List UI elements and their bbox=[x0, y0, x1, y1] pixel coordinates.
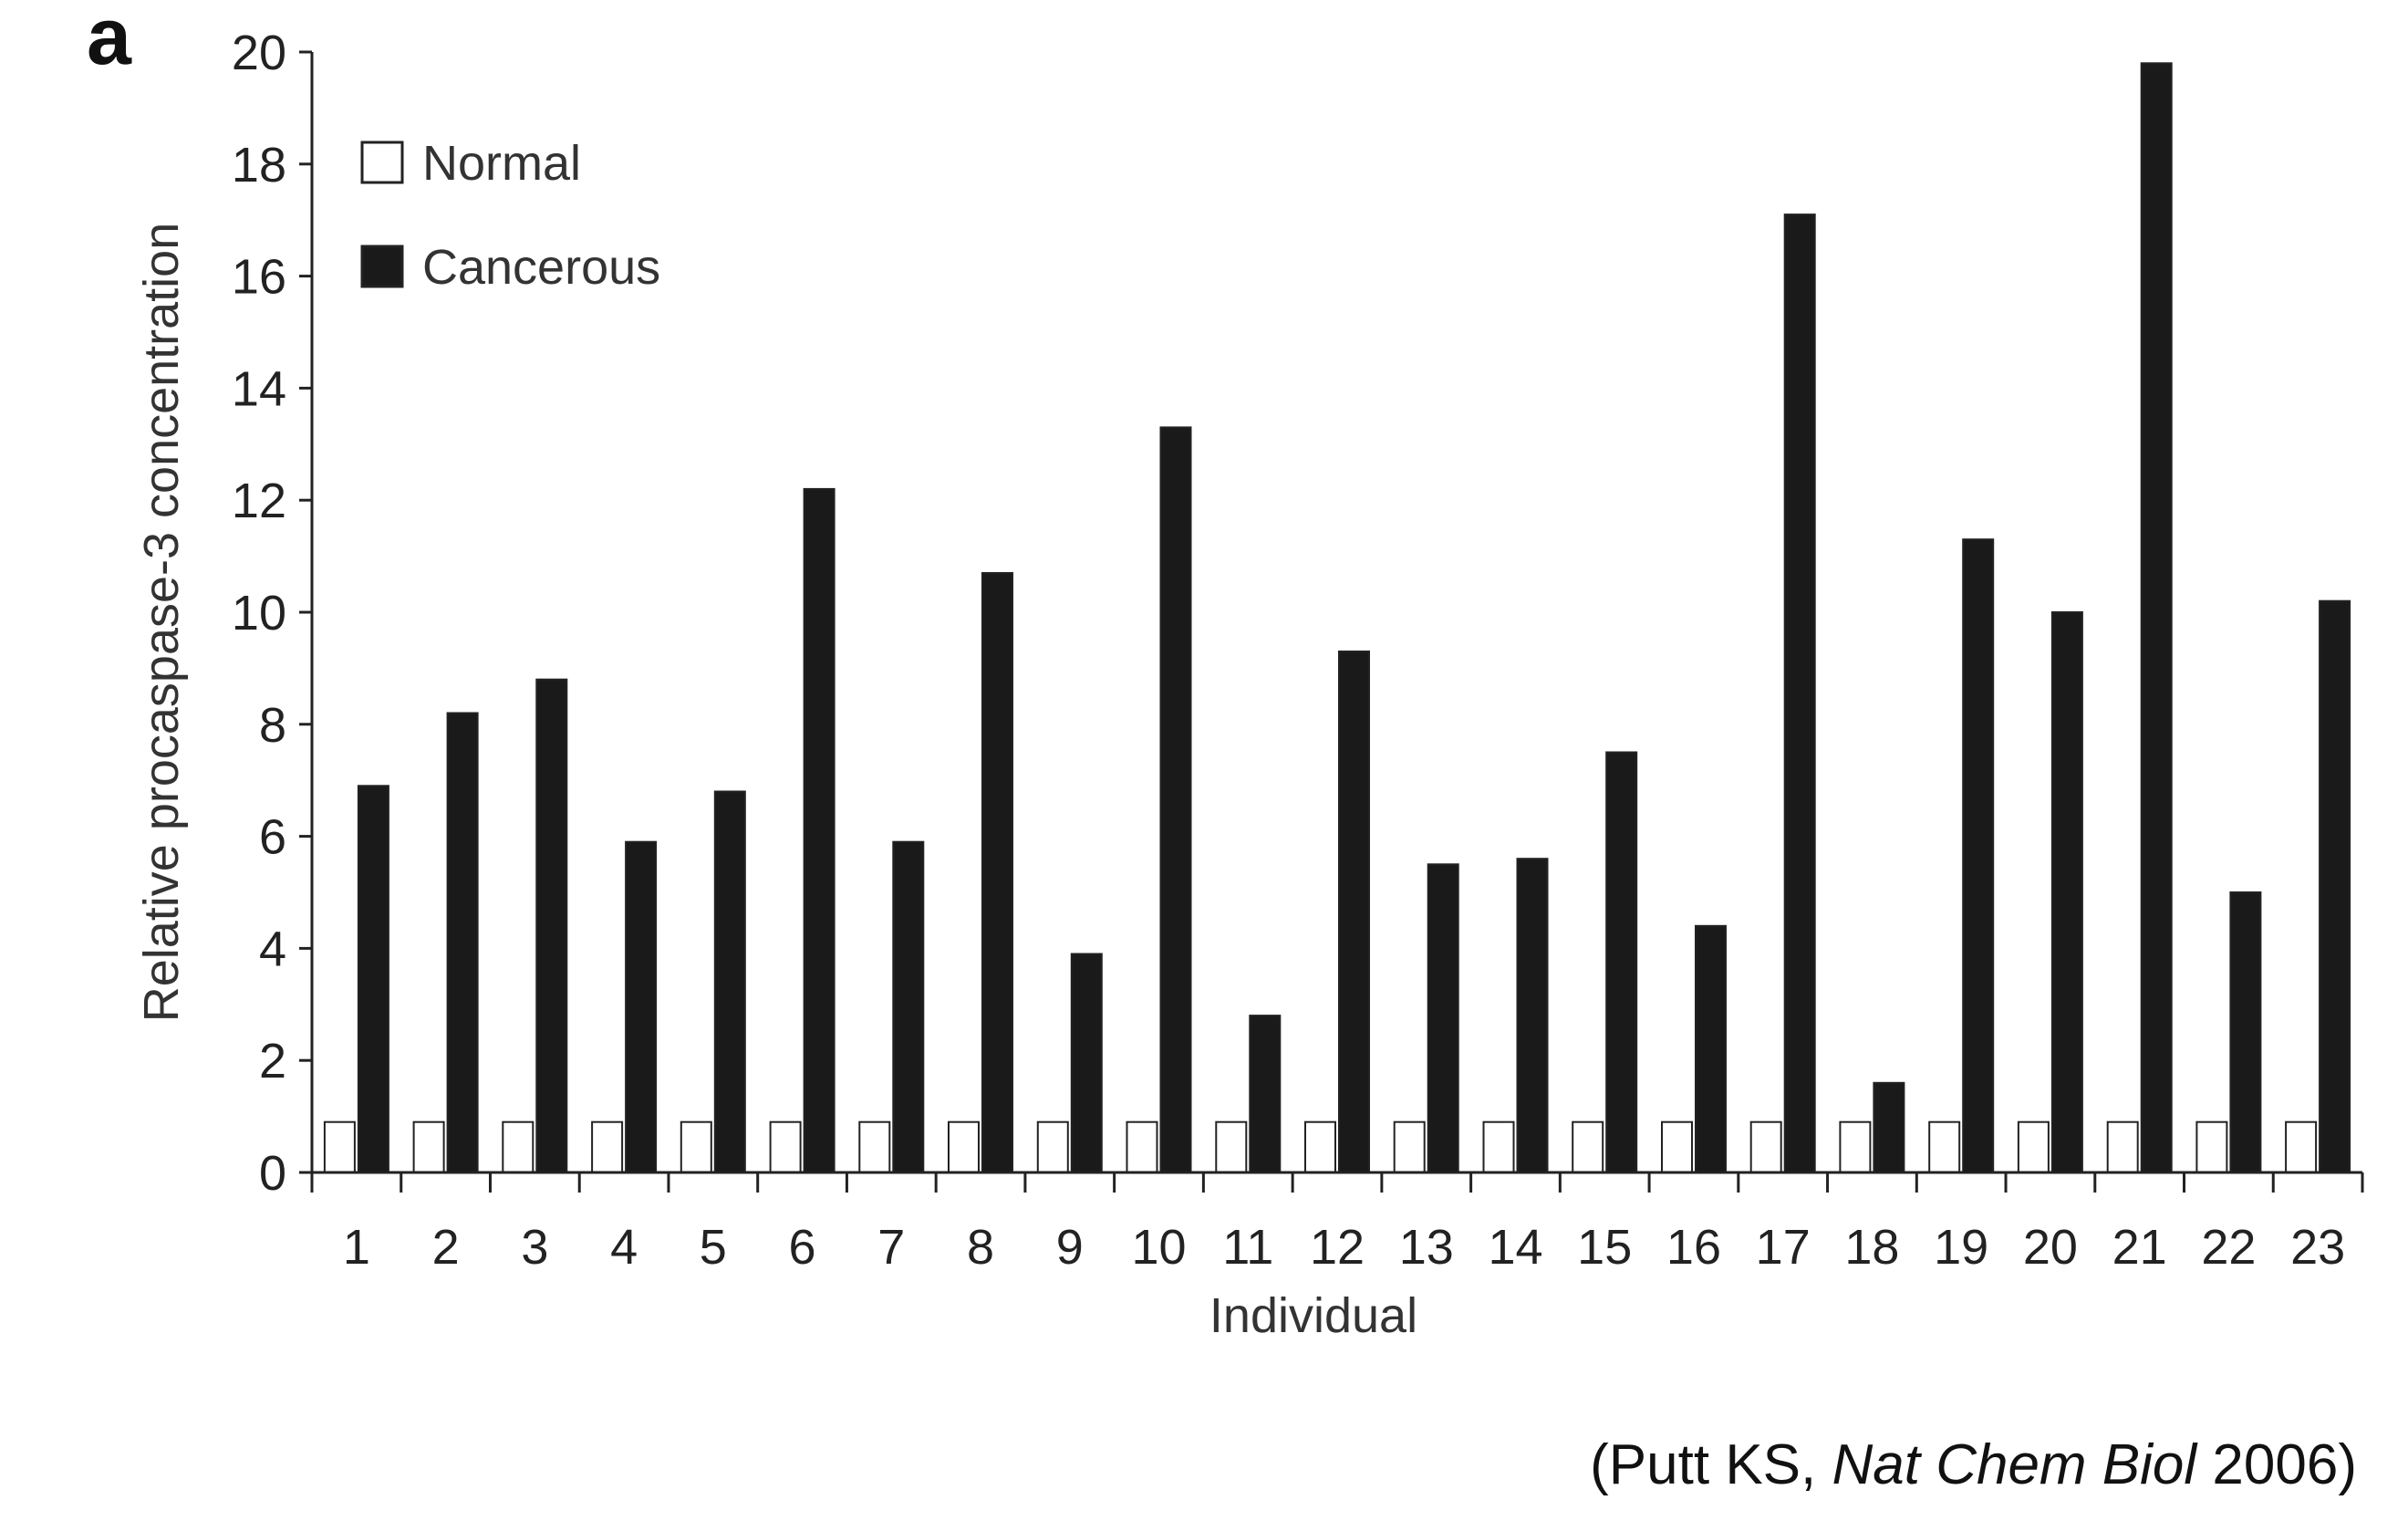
panel-label: a bbox=[87, 0, 132, 81]
bar-normal-19 bbox=[1928, 1120, 1961, 1173]
bar-normal-10 bbox=[1126, 1120, 1158, 1173]
bar-normal-7 bbox=[858, 1120, 891, 1173]
bar-cancerous-5 bbox=[713, 790, 746, 1173]
legend: Normal Cancerous bbox=[360, 136, 660, 295]
x-tick-label-3: 3 bbox=[521, 1220, 548, 1275]
bar-cancerous-11 bbox=[1249, 1015, 1282, 1173]
y-tick-label-10: 10 bbox=[232, 586, 286, 641]
bar-normal-1 bbox=[323, 1120, 356, 1173]
x-tick-label-19: 19 bbox=[1934, 1220, 1988, 1275]
citation-prefix: (Putt KS, bbox=[1590, 1433, 1832, 1496]
x-tick-label-17: 17 bbox=[1756, 1220, 1811, 1275]
x-tick-label-4: 4 bbox=[610, 1220, 638, 1275]
legend-swatch-cancerous bbox=[360, 245, 404, 288]
bar-normal-2 bbox=[412, 1120, 445, 1173]
x-tick-label-15: 15 bbox=[1577, 1220, 1632, 1275]
bar-cancerous-9 bbox=[1070, 953, 1103, 1173]
bar-normal-4 bbox=[591, 1120, 624, 1173]
bar-normal-9 bbox=[1036, 1120, 1069, 1173]
bar-normal-12 bbox=[1304, 1120, 1336, 1173]
bar-cancerous-13 bbox=[1427, 863, 1459, 1173]
bar-cancerous-19 bbox=[1962, 538, 1995, 1173]
bar-cancerous-2 bbox=[446, 712, 479, 1173]
bar-cancerous-18 bbox=[1873, 1081, 1905, 1174]
legend-label-cancerous: Cancerous bbox=[422, 240, 660, 295]
x-tick-label-6: 6 bbox=[789, 1220, 816, 1275]
bar-cancerous-8 bbox=[981, 572, 1013, 1173]
legend-label-normal: Normal bbox=[422, 136, 581, 191]
y-tick-label-18: 18 bbox=[232, 138, 286, 193]
x-tick-label-20: 20 bbox=[2023, 1220, 2078, 1275]
bar-cancerous-20 bbox=[2050, 611, 2083, 1173]
y-tick-label-20: 20 bbox=[232, 26, 286, 80]
bar-normal-11 bbox=[1215, 1120, 1248, 1173]
x-tick-label-5: 5 bbox=[700, 1220, 727, 1275]
bar-normal-21 bbox=[2106, 1120, 2139, 1173]
bar-cancerous-7 bbox=[892, 840, 925, 1173]
x-tick-label-13: 13 bbox=[1399, 1220, 1454, 1275]
bar-cancerous-10 bbox=[1159, 426, 1192, 1173]
x-tick-label-18: 18 bbox=[1844, 1220, 1899, 1275]
y-tick-label-2: 2 bbox=[259, 1034, 286, 1089]
bar-cancerous-23 bbox=[2319, 599, 2351, 1173]
y-axis-title: Relative procaspase-3 concentration bbox=[134, 223, 189, 1023]
x-tick-label-2: 2 bbox=[432, 1220, 460, 1275]
x-tick-label-14: 14 bbox=[1488, 1220, 1542, 1275]
bar-cancerous-21 bbox=[2140, 62, 2173, 1173]
bar-normal-23 bbox=[2285, 1120, 2318, 1173]
bar-cancerous-12 bbox=[1338, 651, 1370, 1173]
y-tick-label-0: 0 bbox=[259, 1146, 286, 1201]
bar-normal-15 bbox=[1572, 1120, 1604, 1173]
bar-cancerous-17 bbox=[1783, 214, 1816, 1174]
x-tick-label-8: 8 bbox=[967, 1220, 994, 1275]
bar-cancerous-4 bbox=[625, 840, 658, 1173]
x-tick-label-16: 16 bbox=[1666, 1220, 1721, 1275]
bar-normal-16 bbox=[1661, 1120, 1693, 1173]
bar-normal-5 bbox=[680, 1120, 712, 1173]
bar-cancerous-16 bbox=[1695, 924, 1727, 1173]
x-tick-label-1: 1 bbox=[343, 1220, 370, 1275]
bar-cancerous-22 bbox=[2229, 891, 2262, 1173]
bar-cancerous-6 bbox=[803, 487, 836, 1173]
y-tick-label-14: 14 bbox=[232, 361, 286, 416]
x-tick-label-12: 12 bbox=[1310, 1220, 1365, 1275]
y-tick-label-4: 4 bbox=[259, 922, 286, 976]
bars-group bbox=[323, 62, 2351, 1174]
bar-cancerous-3 bbox=[535, 678, 568, 1173]
citation: (Putt KS, Nat Chem Biol 2006) bbox=[1590, 1432, 2357, 1497]
bar-normal-6 bbox=[769, 1120, 802, 1173]
x-tick-label-9: 9 bbox=[1056, 1220, 1084, 1275]
bar-cancerous-14 bbox=[1516, 858, 1549, 1173]
x-tick-label-11: 11 bbox=[1222, 1220, 1273, 1275]
x-tick-label-23: 23 bbox=[2290, 1220, 2345, 1275]
x-axis-title: Individual bbox=[1209, 1288, 1417, 1343]
x-tick-label-22: 22 bbox=[2201, 1220, 2256, 1275]
bar-cancerous-15 bbox=[1605, 751, 1638, 1173]
y-tick-label-12: 12 bbox=[232, 474, 286, 528]
bar-cancerous-1 bbox=[357, 785, 389, 1173]
citation-suffix: 2006) bbox=[2196, 1433, 2357, 1496]
bar-normal-8 bbox=[948, 1120, 980, 1173]
y-tick-label-6: 6 bbox=[259, 810, 286, 865]
x-tick-label-7: 7 bbox=[877, 1220, 905, 1275]
y-tick-label-16: 16 bbox=[232, 250, 286, 305]
x-tick-label-21: 21 bbox=[2112, 1220, 2167, 1275]
bar-normal-3 bbox=[502, 1120, 535, 1173]
bar-normal-14 bbox=[1482, 1120, 1515, 1173]
y-tick-label-8: 8 bbox=[259, 698, 286, 753]
bar-normal-13 bbox=[1393, 1120, 1426, 1173]
bar-normal-20 bbox=[2017, 1120, 2050, 1173]
x-tick-label-10: 10 bbox=[1131, 1220, 1186, 1275]
bar-normal-17 bbox=[1749, 1120, 1782, 1173]
bar-normal-18 bbox=[1839, 1120, 1872, 1173]
legend-swatch-normal bbox=[360, 141, 404, 184]
citation-journal: Nat Chem Biol bbox=[1832, 1433, 2197, 1496]
bar-normal-22 bbox=[2195, 1120, 2228, 1173]
